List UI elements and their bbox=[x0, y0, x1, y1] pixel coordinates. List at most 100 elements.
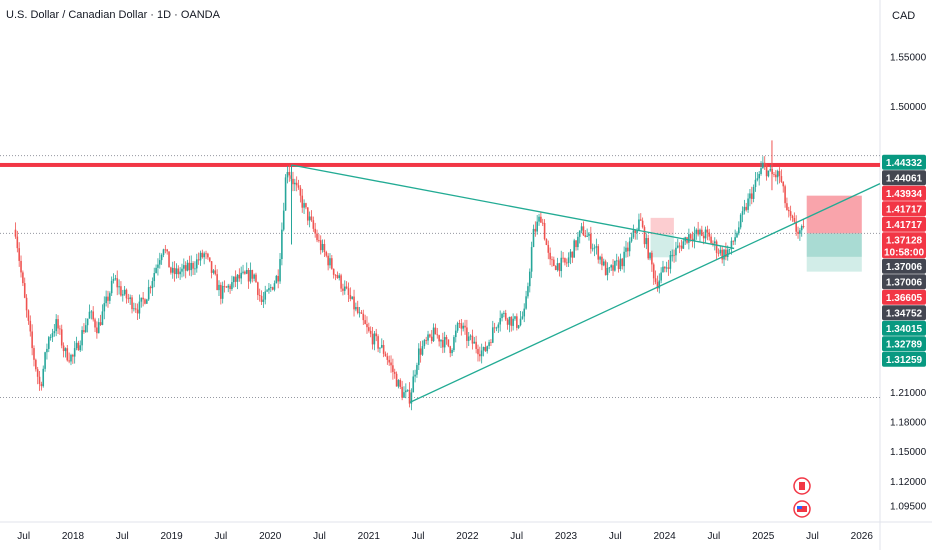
flag-canton bbox=[797, 506, 802, 509]
candle-body bbox=[695, 229, 698, 235]
candle-body bbox=[238, 274, 241, 279]
time-tick-label: 2018 bbox=[62, 531, 85, 542]
candle-body bbox=[301, 195, 304, 208]
candle-body bbox=[157, 264, 159, 268]
currency-label[interactable]: CAD bbox=[892, 10, 916, 22]
price-badge-bg bbox=[882, 274, 926, 290]
candle-body bbox=[756, 178, 759, 180]
price-badge-label: 1.44332 bbox=[886, 158, 923, 169]
candle-body bbox=[675, 247, 677, 256]
candle-body bbox=[799, 230, 801, 234]
candle-body bbox=[236, 274, 239, 282]
candle-body bbox=[232, 276, 235, 283]
candle-body bbox=[342, 288, 344, 291]
candle-body bbox=[445, 337, 448, 340]
candle-body bbox=[121, 294, 124, 296]
candle-body bbox=[353, 296, 355, 310]
candle-body bbox=[53, 331, 56, 334]
candle-body bbox=[782, 181, 785, 187]
candle-body bbox=[286, 171, 289, 178]
candle-body bbox=[347, 288, 350, 295]
candle-body bbox=[107, 296, 109, 301]
candle-body bbox=[427, 334, 429, 341]
candle-body bbox=[90, 311, 93, 313]
candle-body bbox=[334, 274, 337, 276]
price-badge-bg bbox=[882, 232, 926, 259]
price-badge-label: 1.36605 bbox=[886, 293, 923, 304]
price-badge: 1.41717 bbox=[882, 201, 926, 217]
candle-body bbox=[155, 267, 157, 274]
candle-body bbox=[42, 368, 45, 387]
candle-body bbox=[299, 187, 302, 196]
candle-body bbox=[297, 185, 300, 188]
candle-body bbox=[760, 168, 762, 175]
candle-body bbox=[639, 219, 642, 221]
candle-body bbox=[708, 232, 711, 237]
candle-body bbox=[636, 230, 638, 233]
candle-body bbox=[713, 241, 716, 244]
candle-body bbox=[752, 187, 755, 199]
candle-body bbox=[203, 253, 205, 258]
price-badge-label: 1.43934 bbox=[886, 189, 923, 200]
candle-body bbox=[395, 373, 398, 387]
candle-body bbox=[442, 340, 444, 348]
candle-body bbox=[610, 265, 612, 268]
candle-body bbox=[162, 249, 165, 255]
candle-body bbox=[133, 308, 135, 310]
candle-body bbox=[282, 210, 285, 230]
candle-body bbox=[77, 342, 80, 351]
candle-body bbox=[66, 348, 69, 361]
candle-body bbox=[158, 260, 161, 265]
candle-body bbox=[795, 221, 797, 232]
candle-body bbox=[306, 207, 309, 221]
price-badge: 1.34752 bbox=[882, 305, 926, 321]
candle-body bbox=[797, 231, 799, 234]
candle-body bbox=[738, 227, 740, 234]
candle-body bbox=[447, 339, 450, 347]
candle-body bbox=[120, 286, 122, 296]
candle-body bbox=[194, 268, 196, 270]
candle-body bbox=[493, 327, 496, 329]
candle-body bbox=[99, 322, 102, 325]
candle-body bbox=[129, 297, 131, 299]
candle-body bbox=[332, 268, 335, 275]
price-badge-bg bbox=[882, 154, 926, 170]
candle-body bbox=[778, 171, 781, 177]
candle-body bbox=[269, 287, 272, 289]
candle-body bbox=[75, 342, 78, 349]
time-tick-label: 2023 bbox=[555, 531, 578, 542]
candle-body bbox=[590, 233, 592, 249]
candle-body bbox=[425, 340, 427, 341]
time-tick-label: Jul bbox=[510, 531, 523, 542]
price-badge: 1.37006 bbox=[882, 258, 926, 274]
candle-body bbox=[712, 243, 714, 245]
candle-body bbox=[295, 182, 298, 186]
candle-body bbox=[355, 306, 357, 310]
candle-body bbox=[25, 297, 28, 311]
candle-body bbox=[294, 182, 296, 185]
candle-body bbox=[565, 262, 568, 264]
candle-body bbox=[682, 241, 685, 249]
candle-body bbox=[660, 272, 662, 281]
symbol-title[interactable]: U.S. Dollar / Canadian Dollar · 1D · OAN… bbox=[6, 9, 220, 21]
candle-body bbox=[399, 380, 402, 387]
candle-body bbox=[351, 296, 353, 299]
candle-body bbox=[212, 270, 215, 273]
candle-body bbox=[634, 230, 637, 233]
candle-body bbox=[184, 265, 187, 271]
candle-body bbox=[392, 365, 394, 372]
candle-body bbox=[736, 233, 738, 238]
candle-body bbox=[504, 312, 507, 320]
candle-body bbox=[701, 229, 703, 236]
candle-body bbox=[802, 226, 805, 228]
candle-body bbox=[769, 168, 772, 171]
time-tick-label: Jul bbox=[609, 531, 622, 542]
candle-body bbox=[762, 162, 764, 169]
time-tick-label: 2022 bbox=[456, 531, 479, 542]
price-badge-bg bbox=[882, 351, 926, 367]
candle-body bbox=[218, 284, 220, 291]
candle-body bbox=[732, 240, 735, 242]
candle-body bbox=[606, 267, 609, 276]
candle-body bbox=[210, 261, 213, 273]
